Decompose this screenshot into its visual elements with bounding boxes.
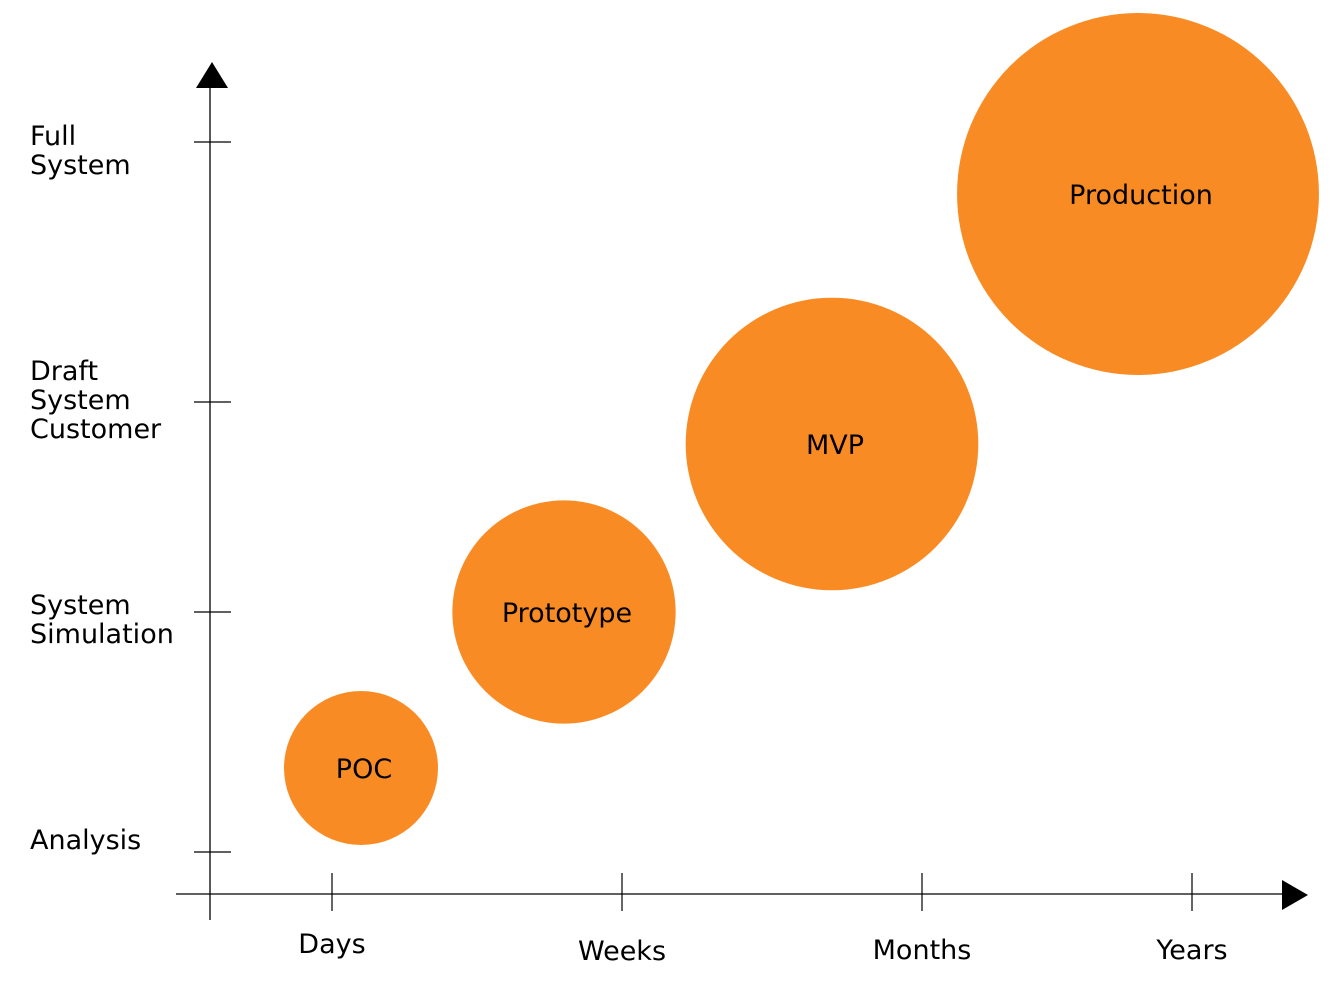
- bubble-label: POC: [336, 754, 392, 785]
- y-tick-label-line: Analysis: [30, 825, 141, 856]
- y-tick-label: Draft System Customer: [30, 356, 162, 445]
- y-tick-label-line: Full: [30, 121, 76, 152]
- bubble-poc: [284, 691, 438, 845]
- y-tick-label: Full System: [30, 121, 131, 181]
- x-axis-ticks: Days Weeks Months Years: [298, 873, 1228, 967]
- bubble-prototype: [452, 500, 676, 724]
- y-tick-label-line: Draft: [30, 356, 98, 387]
- bubble-series: POC Prototype MVP Production: [284, 13, 1319, 845]
- x-tick-label: Months: [873, 935, 972, 966]
- y-tick-label-line: Customer: [30, 414, 162, 445]
- x-tick-label: Days: [298, 929, 365, 960]
- y-axis-arrow-icon: [196, 62, 228, 88]
- x-axis-arrow-icon: [1282, 880, 1308, 910]
- bubble-label: Prototype: [502, 598, 632, 629]
- y-tick-label-line: Simulation: [30, 619, 174, 650]
- y-tick-label-line: System: [30, 590, 131, 621]
- bubble-label: Production: [1069, 180, 1213, 211]
- bubble-label: MVP: [806, 430, 864, 461]
- x-tick-label: Weeks: [578, 936, 666, 967]
- x-tick-label: Years: [1155, 935, 1227, 966]
- y-tick-label: Analysis: [30, 825, 141, 856]
- y-tick-label-line: System: [30, 385, 131, 416]
- y-tick-label-line: System: [30, 150, 131, 181]
- y-tick-label: System Simulation: [30, 590, 174, 650]
- bubble-production: [957, 13, 1319, 375]
- bubble-mvp: [685, 297, 979, 591]
